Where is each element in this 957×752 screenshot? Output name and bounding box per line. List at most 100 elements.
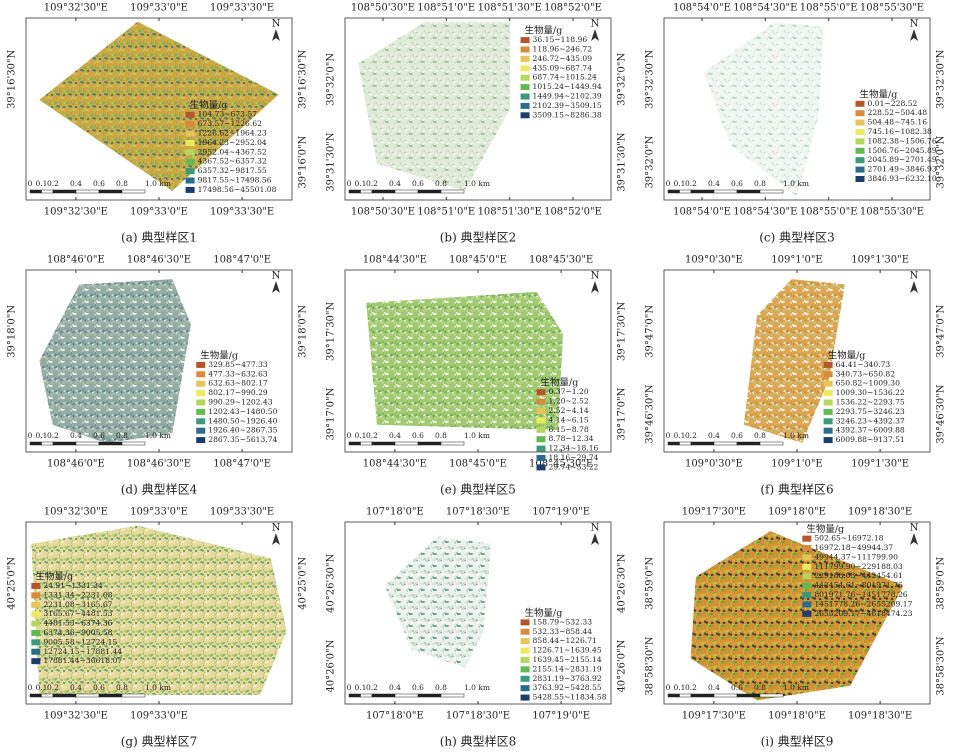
scale-label: 0.6 <box>731 179 743 188</box>
north-label: N <box>591 19 600 30</box>
legend-label: 1202.43~1480.50 <box>208 407 277 416</box>
legend-swatch <box>823 418 833 425</box>
scale-label: 0.8 <box>116 431 128 440</box>
legend-label: 2102.39~3509.15 <box>533 101 602 110</box>
legend-label: 1926.40~2867.35 <box>208 426 277 435</box>
scale-label: 0 <box>28 431 33 440</box>
right-coordinate: 39°17'30"N <box>617 301 628 361</box>
legend-label: 1226.62~1964.23 <box>198 129 267 138</box>
scale-segment <box>713 441 738 446</box>
legend-label: 36.15~118.96 <box>533 35 588 44</box>
scale-label: 0.2 <box>47 683 59 692</box>
legend-label: 6357.32~9817.55 <box>198 166 267 175</box>
legend-title: 生物量/g <box>541 377 579 389</box>
left-coordinate: 38°59'0"N <box>645 557 656 610</box>
bottom-coordinate: 108°47'0"E <box>213 459 271 470</box>
legend-label: 0.37~1.20 <box>549 387 589 396</box>
top-coordinate: 109°33'0"E <box>130 3 188 14</box>
map-panel: 109°17'30"E 109°18'0"E 109°18'30"E 109°17'3… <box>645 507 947 749</box>
top-coordinate: 108°50'30"E <box>351 3 415 14</box>
scale-label: 0 <box>666 431 671 440</box>
legend-swatch <box>520 694 530 701</box>
north-arrow <box>910 281 918 293</box>
right-coordinate: 39°16'30"N <box>298 49 309 109</box>
legend-label: 3246.23~4392.37 <box>836 416 905 425</box>
legend-swatch <box>823 371 833 378</box>
legend-label: 1015.24~1449.94 <box>533 82 602 91</box>
legend-swatch <box>802 582 812 589</box>
top-coordinate: 108°55'30"E <box>860 3 924 14</box>
legend-swatch <box>185 158 195 165</box>
legend-label: 9817.55~17498.56 <box>198 176 272 185</box>
legend-swatch <box>855 157 865 164</box>
scale-label: 0 <box>347 179 352 188</box>
legend-swatch <box>31 582 41 589</box>
scale-segment <box>417 189 442 194</box>
scale-label: 0.4 <box>70 179 82 188</box>
legend-swatch <box>196 361 206 368</box>
left-coordinate: 40°26'0"N <box>326 639 337 692</box>
scale-label: 0.1 <box>355 179 367 188</box>
scale-segment <box>759 693 784 698</box>
scale-label: 1.0 km <box>145 179 171 188</box>
legend-label: 229188.03~442454.61 <box>814 571 903 580</box>
legend-label: 532.33~858.44 <box>533 627 593 636</box>
legend-swatch <box>520 628 530 635</box>
legend-label: 650.82~1009.30 <box>836 379 901 388</box>
scale-segment <box>360 441 373 446</box>
legend-swatch <box>520 638 530 645</box>
top-coordinate: 108°45'0"E <box>449 255 507 266</box>
map-area <box>31 525 287 695</box>
legend-swatch <box>520 619 530 626</box>
scale-segment <box>52 441 77 446</box>
scale-label: 0 <box>28 179 33 188</box>
north-label: N <box>272 19 281 30</box>
legend-swatch <box>536 455 546 461</box>
top-coordinate: 109°1'0"E <box>771 255 822 266</box>
scale-segment <box>41 693 54 698</box>
legend-label: 502.65~16972.18 <box>814 534 883 543</box>
legend-swatch <box>536 445 546 452</box>
legend-label: 632.63~802.17 <box>208 379 268 388</box>
top-coordinate: 108°47'0"E <box>213 255 271 266</box>
left-coordinate: 40°26'30"N <box>326 553 337 613</box>
legend-swatch <box>855 119 865 126</box>
legend-swatch <box>823 408 833 415</box>
legend-swatch <box>196 418 206 425</box>
scale-segment <box>759 441 784 446</box>
scale-label: 0.2 <box>366 431 378 440</box>
legend-swatch <box>802 535 812 542</box>
scale-segment <box>417 441 442 446</box>
scale-segment <box>98 189 123 194</box>
scale-label: 0.1 <box>674 179 686 188</box>
left-coordinate: 39°46'30"N <box>645 384 656 444</box>
map-area <box>39 279 191 443</box>
top-coordinate: 108°52'0"E <box>544 3 602 14</box>
legend-swatch <box>823 399 833 406</box>
legend-title: 生物量/g <box>860 88 898 100</box>
scale-segment <box>371 441 396 446</box>
map-panel: 109°0'30"E 109°1'0"E 109°1'30"E 109°0'30"E 1… <box>645 255 947 497</box>
scale-segment <box>394 693 419 698</box>
bottom-coordinate: 108°55'30"E <box>860 207 924 218</box>
legend-swatch <box>802 554 812 561</box>
top-coordinate: 108°46'30"E <box>127 255 191 266</box>
legend-label: 24.91~1331.34 <box>43 581 103 590</box>
top-coordinate: 108°45'30"E <box>529 255 593 266</box>
bottom-coordinate: 109°1'0"E <box>771 459 822 470</box>
legend-swatch <box>520 685 530 692</box>
scale-label: 0.1 <box>355 683 367 692</box>
legend-swatch <box>185 111 195 118</box>
legend-label: 477.33~632.63 <box>208 369 268 378</box>
scale-label: 0.4 <box>389 179 401 188</box>
bottom-coordinate: 109°32'30"E <box>44 711 108 722</box>
bottom-coordinate: 109°18'30"E <box>848 711 912 722</box>
legend-swatch <box>520 55 530 62</box>
north-label: N <box>591 271 600 282</box>
bottom-coordinate: 108°45'30"E <box>529 459 593 470</box>
top-coordinate: 108°44'30"E <box>363 255 427 266</box>
caption: (a) 典型样区1 <box>121 230 197 245</box>
scale-label: 0.2 <box>685 431 697 440</box>
legend-swatch <box>185 186 195 193</box>
north-arrow <box>910 533 918 545</box>
